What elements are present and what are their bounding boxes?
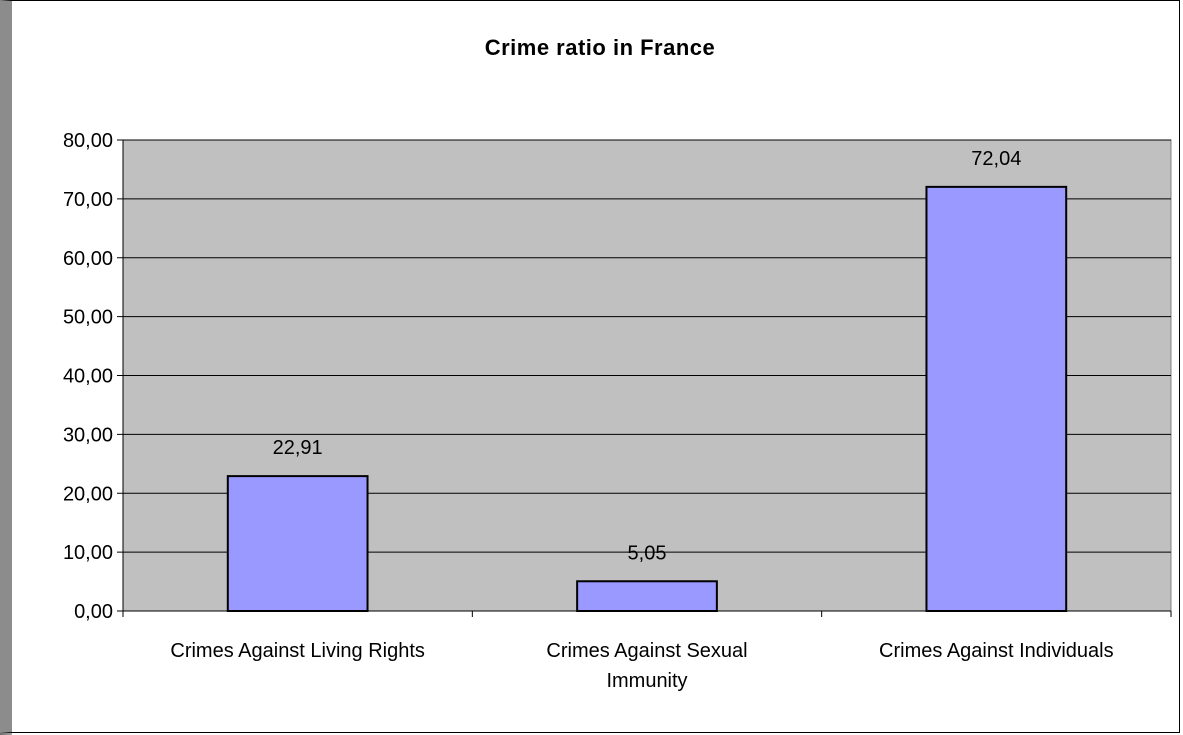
data-label: 22,91 <box>273 437 323 459</box>
category-label: Crimes Against Sexual <box>546 640 747 662</box>
y-tick-label: 20,00 <box>63 483 113 505</box>
data-label: 5,05 <box>628 542 667 564</box>
y-tick-label: 50,00 <box>63 307 113 329</box>
y-tick-label: 0,00 <box>74 601 113 623</box>
bar <box>576 580 718 613</box>
bar <box>925 185 1068 612</box>
axes <box>117 139 1172 617</box>
y-tick-label: 80,00 <box>63 130 113 152</box>
data-label: 72,04 <box>971 148 1021 170</box>
y-tick-label: 70,00 <box>63 189 113 211</box>
bar <box>226 475 369 612</box>
category-label: Crimes Against Individuals <box>879 640 1114 662</box>
y-tick-label: 30,00 <box>63 424 113 446</box>
bars <box>226 185 1068 613</box>
category-label: Crimes Against Living Rights <box>170 640 425 662</box>
y-tick-label: 10,00 <box>63 542 113 564</box>
category-label: Immunity <box>606 670 687 692</box>
labels: 0,00 10,00 20,00 30,00 40,00 50,00 60,00 70,00 8… <box>63 130 1114 692</box>
y-tick-label: 40,00 <box>63 366 113 388</box>
chart-title: Crime ratio in France <box>485 35 716 60</box>
y-tick-label: 60,00 <box>63 248 113 270</box>
